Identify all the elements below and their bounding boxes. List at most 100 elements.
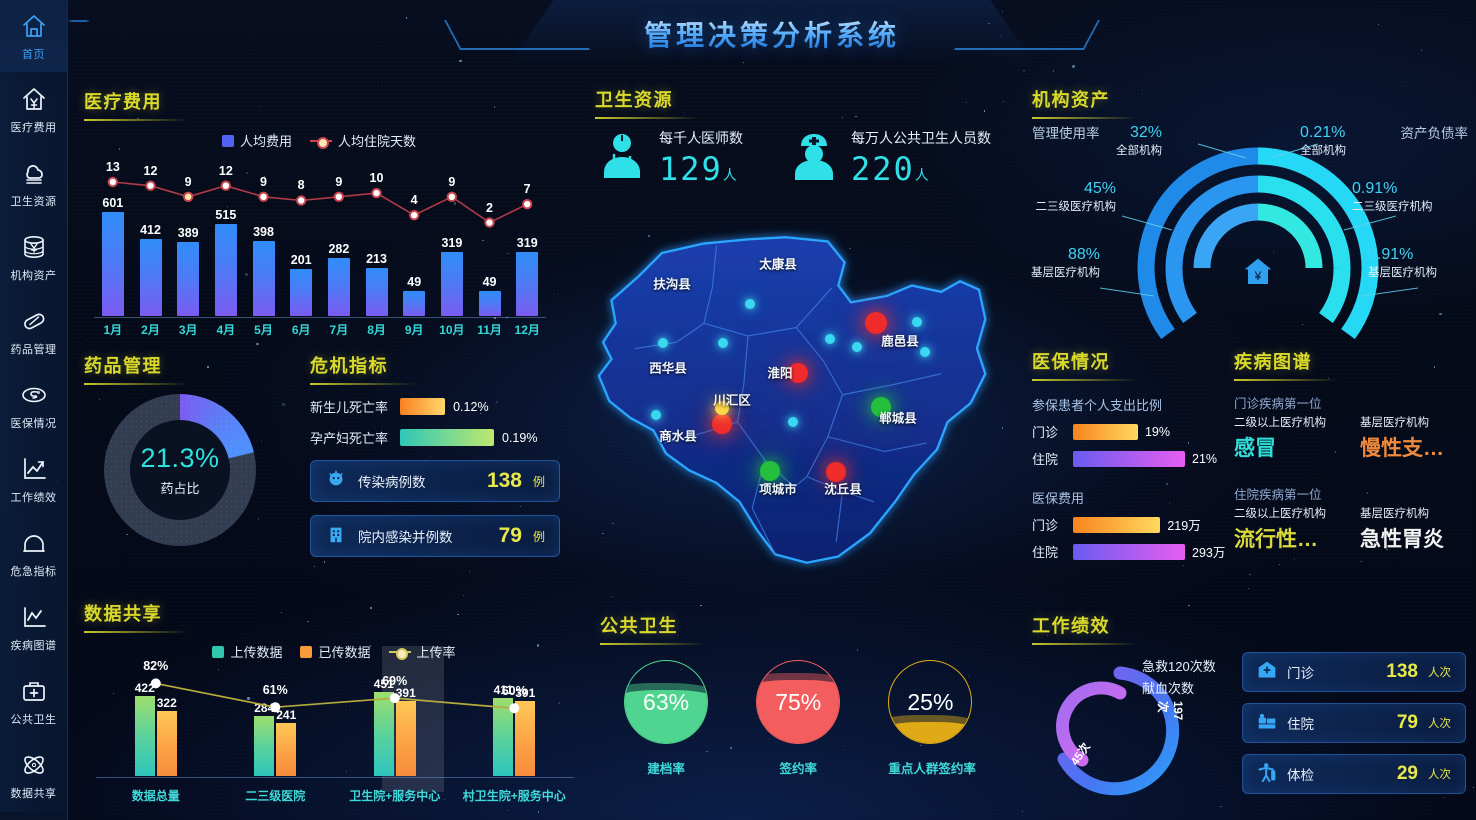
sidebar-item-医保情况[interactable]: 医保情况	[0, 368, 67, 442]
line-point-label: 9	[448, 174, 456, 189]
map-marker[interactable]	[852, 342, 862, 352]
map-region-label: 太康县	[759, 257, 797, 272]
atlas-heading: 住院疾病第一位	[1234, 488, 1322, 502]
sidebar-item-label: 卫生资源	[10, 195, 57, 208]
insurance-value: 21%	[1192, 451, 1218, 466]
map-marker[interactable]	[718, 338, 728, 348]
stat-card[interactable]: 体检 29 人次	[1242, 754, 1466, 794]
assets-left-label-0: 32% 全部机构	[1032, 124, 1162, 158]
health-resource-item: 每千人医师数 129人	[597, 128, 743, 188]
assets-value: 0.91%	[1368, 246, 1414, 263]
stat-card[interactable]: 住院 79 人次	[1242, 703, 1466, 743]
atlas-sub: 基层医疗机构	[1360, 417, 1429, 429]
insurance-bar	[1073, 516, 1161, 533]
assets-value: 0.21%	[1300, 124, 1346, 141]
line-point-label: 69%	[382, 674, 408, 689]
sidebar-item-label: 医保情况	[10, 417, 57, 430]
assets-center-icon: ¥	[1242, 256, 1274, 293]
health-resource-value: 129人	[659, 150, 737, 188]
map-marker[interactable]	[745, 299, 755, 309]
svg-text:¥: ¥	[1254, 269, 1262, 283]
line-point-label: 7	[523, 182, 531, 197]
crisis-card-unit: 例	[532, 474, 545, 489]
map-marker[interactable]	[651, 410, 661, 420]
crisis-indicator-panel: 危机指标 新生儿死亡率 0.12% 孕产妇死亡率 0.19% 传染病例数 138 例院内感…	[310, 352, 560, 572]
medical-expense-panel: 医疗费用 人均费用 人均住院天数 601 412 389 515 398 201 282 21…	[84, 88, 554, 343]
sidebar-item-药品管理[interactable]: 药品管理	[0, 294, 67, 368]
crisis-bar	[400, 398, 446, 415]
stat-card-value: 138	[1386, 661, 1418, 682]
assets-value: 32%	[1129, 124, 1162, 141]
stat-card[interactable]: 门诊 138 人次	[1242, 652, 1466, 692]
perf-legend-1: 献血次数	[1142, 681, 1195, 696]
public-health-kit-icon	[19, 676, 49, 706]
donut-value: 21.3%	[140, 443, 220, 473]
sidebar-item-危急指标[interactable]: 危急指标	[0, 516, 67, 590]
perf-legend-0: 急救120次数	[1142, 659, 1216, 674]
disease-atlas-title: 疾病图谱	[1234, 348, 1476, 381]
star	[700, 604, 702, 607]
sidebar-item-医疗费用[interactable]: 医疗费用	[0, 72, 67, 146]
crisis-card-value: 79	[498, 524, 522, 547]
clinic-icon	[1257, 660, 1277, 685]
legend-item-avg-cost: 人均费用	[221, 131, 292, 150]
star	[1473, 787, 1475, 789]
assets-name: 基层医疗机构	[1368, 267, 1437, 279]
assets-value: 0.91%	[1352, 180, 1398, 197]
sidebar-item-工作绩效[interactable]: 工作绩效	[0, 442, 67, 516]
assets-name: 基层医疗机构	[1031, 267, 1100, 279]
map-marker[interactable]	[912, 317, 922, 327]
stat-card-unit: 人次	[1428, 667, 1451, 679]
map-region-label: 川汇区	[713, 393, 751, 408]
map-marker[interactable]	[825, 334, 835, 344]
star	[256, 342, 259, 346]
legend-swatch-bar	[221, 134, 234, 147]
line-point-label: 12	[143, 163, 158, 178]
legend-label-avg-cost: 人均费用	[239, 134, 292, 149]
map-marker[interactable]	[788, 417, 798, 427]
critical-indicator-icon	[19, 528, 49, 558]
public-health-name: 重点人群签约率	[888, 762, 976, 776]
star	[558, 293, 560, 296]
checkup-icon	[1257, 762, 1277, 787]
insurance-value: 219万	[1167, 519, 1201, 533]
region-map[interactable]: 扶沟县 太康县 西华县 淮阳 鹿邑县 川汇区 商水县 郸城县 项城市 沈丘县	[580, 215, 1000, 585]
crisis-bar-label: 孕产妇死亡率	[310, 431, 389, 446]
performance-chart-icon	[19, 454, 49, 484]
health-resource-value: 220人	[851, 150, 929, 188]
map-marker[interactable]	[920, 347, 930, 357]
map-region-label: 西华县	[649, 361, 687, 376]
crisis-bar-row: 孕产妇死亡率 0.19%	[310, 428, 560, 447]
sidebar-item-卫生资源[interactable]: 卫生资源	[0, 146, 67, 220]
public-health-name: 签约率	[779, 762, 817, 776]
medical-expense-title: 医疗费用	[84, 88, 554, 121]
public-health-item: 63% 建档率	[624, 660, 709, 777]
public-health-item: 25% 重点人群签约率	[888, 660, 976, 777]
line-point-label: 60%	[501, 684, 527, 699]
sidebar-item-首页[interactable]: 首页	[0, 0, 67, 72]
map-marker[interactable]	[712, 414, 732, 434]
health-resource-label: 每千人医师数	[659, 130, 743, 146]
sidebar-item-label: 数据共享	[10, 787, 57, 800]
map-region-label: 扶沟县	[653, 277, 691, 292]
institution-asset-icon	[19, 232, 49, 262]
atlas-heading: 门诊疾病第一位	[1234, 397, 1322, 411]
stat-card-unit: 人次	[1428, 769, 1451, 781]
sidebar-item-数据共享[interactable]: 数据共享	[0, 738, 67, 812]
sidebar-item-公共卫生[interactable]: 公共卫生	[0, 664, 67, 738]
sidebar-item-机构资产[interactable]: 机构资产	[0, 220, 67, 294]
assets-left-label-2: 88% 基层医疗机构	[970, 246, 1100, 280]
insurance-group2-title: 医保费用	[1032, 491, 1085, 506]
map-marker[interactable]	[658, 338, 668, 348]
insurance-row: 住院 293万	[1032, 542, 1242, 561]
public-health-percent: 63%	[643, 688, 690, 715]
sidebar-item-疾病图谱[interactable]: 疾病图谱	[0, 590, 67, 664]
map-region-label: 商水县	[659, 429, 697, 444]
crisis-card[interactable]: 院内感染并例数 79 例	[310, 515, 560, 557]
insurance-bar	[1073, 543, 1185, 560]
crisis-card[interactable]: 传染病例数 138 例	[310, 460, 560, 502]
public-health-panel: 公共卫生 63% 建档率 75% 签约率 25% 重点人群签约率	[600, 612, 1000, 817]
doctor-icon	[597, 130, 647, 187]
assets-value: 88%	[1067, 246, 1100, 263]
legend-label-avg-days: 人均住院天数	[338, 134, 417, 149]
